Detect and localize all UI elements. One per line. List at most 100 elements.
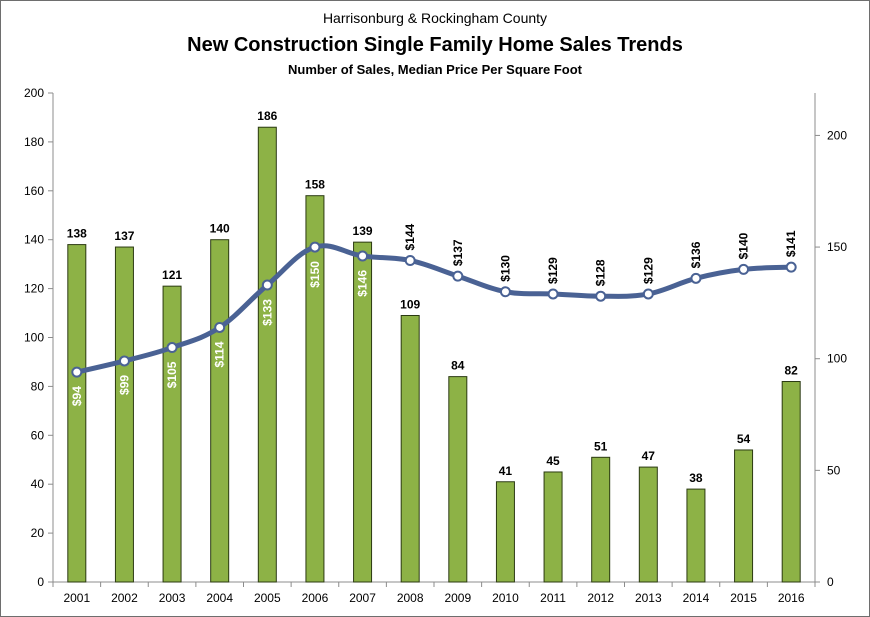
bar [353, 241, 373, 583]
price-value-label: $140 [737, 232, 751, 259]
price-value-label: $141 [784, 230, 798, 257]
bar [257, 126, 277, 583]
x-tick-label: 2010 [492, 591, 519, 605]
x-tick-label: 2012 [587, 591, 614, 605]
bar-value-label: 45 [546, 454, 560, 468]
left-tick-label: 180 [24, 135, 44, 149]
x-tick-label: 2008 [397, 591, 424, 605]
right-tick-label: 150 [827, 240, 847, 254]
x-tick-label: 2015 [730, 591, 757, 605]
left-tick-label: 140 [24, 233, 44, 247]
bar [114, 246, 134, 583]
price-value-label: $130 [498, 255, 512, 282]
bar [591, 456, 611, 583]
x-tick-label: 2003 [159, 591, 186, 605]
bar-value-label: 38 [689, 471, 703, 485]
bar [400, 314, 420, 583]
bar [781, 381, 801, 583]
price-line [74, 243, 794, 375]
left-tick-label: 200 [24, 86, 44, 100]
bar-value-label: 82 [785, 364, 799, 378]
price-value-label: $105 [165, 361, 179, 388]
bar-value-label: 47 [642, 449, 656, 463]
x-tick-label: 2016 [778, 591, 805, 605]
bar [305, 195, 325, 583]
price-value-label: $144 [403, 223, 417, 250]
price-marker [118, 355, 130, 367]
left-tick-label: 40 [31, 477, 45, 491]
x-tick-label: 2006 [302, 591, 329, 605]
x-tick-label: 2002 [111, 591, 138, 605]
bar [210, 239, 230, 583]
left-tick-label: 160 [24, 184, 44, 198]
price-marker [738, 263, 750, 275]
price-value-label: $146 [356, 270, 370, 297]
bar-value-label: 137 [114, 229, 134, 243]
x-tick-label: 2014 [683, 591, 710, 605]
x-tick-label: 2004 [206, 591, 233, 605]
bar-value-label: 186 [257, 109, 277, 123]
bar-value-label: 84 [451, 359, 465, 373]
price-value-label: $137 [451, 239, 465, 266]
price-value-label: $136 [689, 241, 703, 268]
chart-subtitle: Number of Sales, Median Price Per Square… [287, 62, 583, 77]
price-marker [547, 288, 559, 300]
price-marker [214, 321, 226, 333]
bar [734, 449, 754, 583]
price-value-label: $129 [546, 257, 560, 284]
bar [686, 488, 706, 583]
price-value-label: $94 [70, 386, 84, 406]
price-marker [404, 254, 416, 266]
x-tick-label: 2001 [63, 591, 90, 605]
price-marker [166, 342, 178, 354]
bar [638, 466, 658, 583]
bar-value-label: 41 [499, 464, 513, 478]
bar [448, 376, 468, 583]
x-tick-label: 2013 [635, 591, 662, 605]
price-marker [357, 250, 369, 262]
left-tick-label: 20 [31, 526, 45, 540]
bar [495, 481, 515, 583]
left-tick-label: 120 [24, 282, 44, 296]
price-value-label: $99 [117, 375, 131, 395]
price-marker [690, 272, 702, 284]
left-tick-label: 0 [37, 575, 44, 589]
right-tick-label: 50 [827, 463, 841, 477]
right-tick-label: 200 [827, 128, 847, 142]
price-marker [785, 261, 797, 273]
price-marker [71, 366, 83, 378]
bar [543, 471, 563, 583]
bar-value-label: 54 [737, 432, 751, 446]
left-tick-label: 100 [24, 331, 44, 345]
price-value-label: $128 [594, 259, 608, 286]
left-tick-label: 60 [31, 428, 45, 442]
price-marker [499, 286, 511, 298]
bar-value-label: 51 [594, 439, 608, 453]
chart-supertitle: Harrisonburg & Rockingham County [322, 10, 548, 26]
bar-value-label: 158 [305, 178, 325, 192]
x-tick-label: 2011 [540, 591, 566, 605]
bar-value-label: 139 [353, 224, 373, 238]
price-value-label: $133 [260, 299, 274, 326]
bar-value-label: 121 [162, 268, 182, 282]
x-tick-label: 2009 [444, 591, 471, 605]
right-tick-label: 0 [827, 575, 834, 589]
price-value-label: $129 [641, 257, 655, 284]
x-tick-label: 2007 [349, 591, 376, 605]
bar-value-label: 140 [210, 222, 230, 236]
price-value-label: $114 [213, 341, 227, 367]
bar [162, 285, 182, 583]
price-marker [309, 241, 321, 253]
right-tick-label: 100 [827, 352, 847, 366]
chart-title: New Construction Single Family Home Sale… [187, 34, 683, 56]
price-value-label: $150 [308, 261, 322, 288]
price-marker [595, 290, 607, 302]
x-tick-label: 2005 [254, 591, 281, 605]
price-marker [261, 279, 273, 291]
left-tick-label: 80 [31, 379, 45, 393]
bar-value-label: 109 [400, 297, 420, 311]
bar [67, 244, 87, 583]
bar-value-label: 138 [67, 227, 87, 241]
